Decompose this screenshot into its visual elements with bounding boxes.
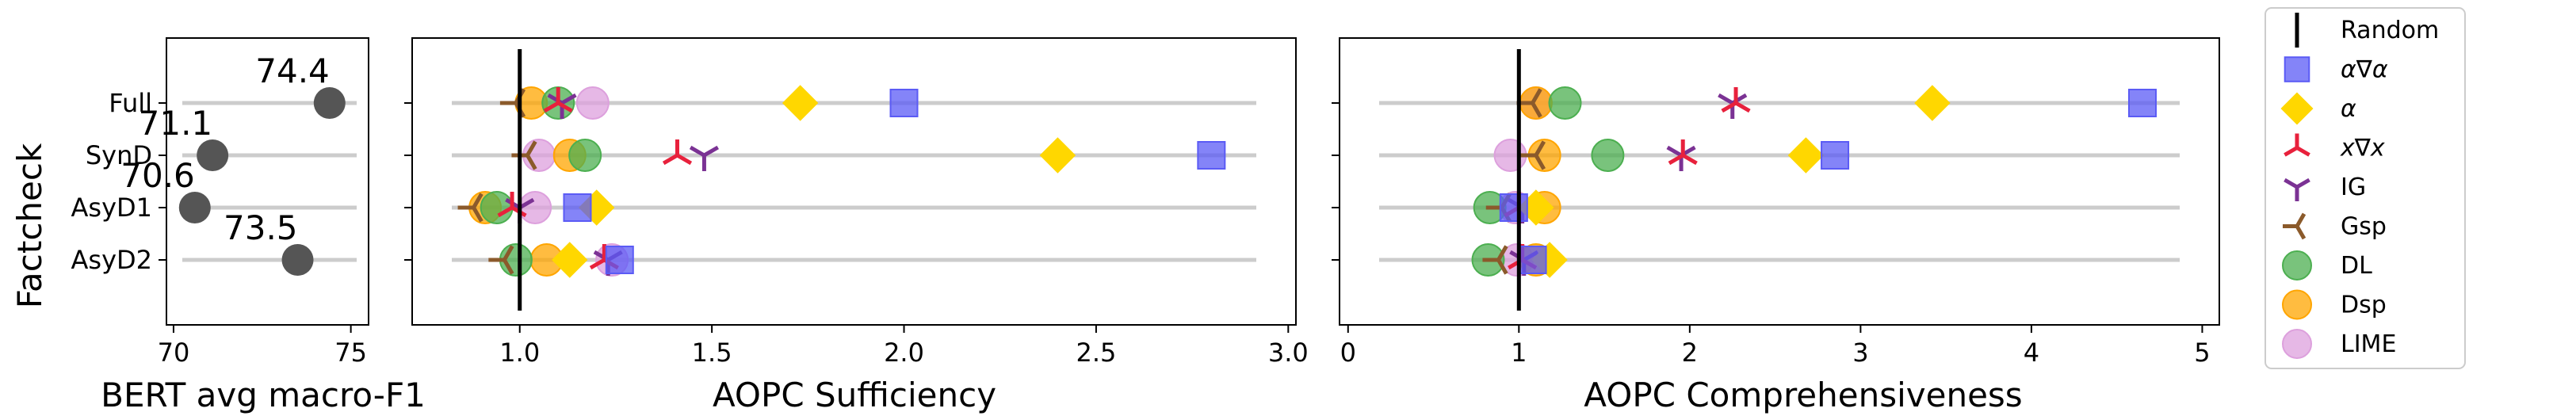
panel3-xtick-label: 2 bbox=[1682, 338, 1698, 368]
bert-data-label: 73.5 bbox=[224, 208, 298, 247]
legend: Random α∇α α x∇x IG Gsp DL Dsp LIME bbox=[2265, 7, 2466, 369]
panel3-xtick-label: 1 bbox=[1511, 338, 1527, 368]
panel3-point-DL bbox=[1591, 139, 1625, 172]
legend-marker-a bbox=[2280, 92, 2314, 125]
bert-point bbox=[313, 87, 346, 119]
legend-label-aga: α∇α bbox=[2341, 56, 2388, 84]
panel3-point-aga bbox=[1518, 246, 1547, 274]
panel2-frame bbox=[411, 37, 1297, 326]
panel3-point-xgx bbox=[1721, 87, 1751, 113]
bert-data-label: 71.1 bbox=[139, 104, 213, 143]
panel2-xlabel: AOPC Sufficiency bbox=[713, 376, 996, 414]
sufficiency-panel: AOPC Sufficiency 1.0 1.5 2.0 2.5 3.0 bbox=[404, 37, 1309, 414]
panel2-point-xgx bbox=[543, 87, 573, 113]
legend-marker-DL bbox=[2282, 250, 2312, 281]
panel2-point-IG bbox=[689, 145, 720, 171]
legend-label-Dsp: Dsp bbox=[2341, 292, 2387, 319]
panel2-point-DL bbox=[568, 139, 602, 172]
panel2-xtick-label: 1.0 bbox=[499, 338, 540, 368]
legend-marker-xgx bbox=[2284, 133, 2310, 157]
panel2-xtick-label: 2.0 bbox=[884, 338, 924, 368]
legend-label-DL: DL bbox=[2341, 252, 2372, 280]
panel3-point-aga bbox=[2128, 89, 2157, 117]
panel3-xtick-label: 5 bbox=[2194, 338, 2210, 368]
legend-marker-LIME bbox=[2282, 329, 2312, 359]
panel3-point-a bbox=[1787, 137, 1825, 174]
panel1-xlabel: BERT avg macro-F1 bbox=[101, 376, 426, 414]
panel2-point-aga bbox=[605, 246, 634, 274]
bert-data-label: 74.4 bbox=[255, 52, 330, 90]
bert-point bbox=[281, 244, 314, 276]
panel2-xtick-label: 1.5 bbox=[692, 338, 732, 368]
panel2-point-LIME bbox=[575, 86, 610, 120]
legend-marker-IG bbox=[2284, 177, 2310, 201]
panel2-point-DL bbox=[480, 191, 514, 224]
panel1-xtick-label: 70 bbox=[158, 338, 190, 368]
legend-label-Random: Random bbox=[2341, 17, 2439, 44]
panel2-point-LIME bbox=[518, 191, 552, 224]
legend-label-IG: IG bbox=[2341, 174, 2366, 201]
legend-box bbox=[2265, 7, 2466, 369]
panel2-point-a bbox=[1039, 137, 1076, 174]
panel2-xtick-label: 2.5 bbox=[1076, 338, 1116, 368]
legend-label-xgx: x∇x bbox=[2340, 135, 2385, 162]
panel2-xtick-label: 3.0 bbox=[1268, 338, 1309, 368]
panel1-ylabel: Factcheck bbox=[10, 143, 49, 308]
panel2-point-Gsp bbox=[488, 245, 514, 275]
panel3-frame bbox=[1339, 37, 2220, 326]
panel1-frame bbox=[166, 37, 369, 326]
legend-label-LIME: LIME bbox=[2341, 330, 2396, 358]
panel2-point-a bbox=[782, 85, 819, 121]
panel2-point-Gsp bbox=[457, 193, 483, 223]
panel3-point-aga bbox=[1499, 193, 1528, 222]
panel3-point-Gsp bbox=[1482, 245, 1508, 275]
bert-f1-panel: Factcheck BERT avg macro-F1 Full SynD AsyD… bbox=[10, 37, 426, 414]
comprehensiveness-panel: AOPC Comprehensiveness 0 1 2 3 4 5 bbox=[1332, 37, 2220, 414]
panel1-ytick-label: AsyD2 bbox=[71, 245, 153, 275]
panel3-point-DL bbox=[1548, 86, 1582, 120]
panel2-point-a bbox=[552, 242, 588, 278]
legend-marker-aga bbox=[2284, 56, 2310, 82]
panel2-point-aga bbox=[1197, 141, 1226, 170]
panel1-ytick-label: Full bbox=[109, 88, 152, 118]
bert-data-label: 70.6 bbox=[120, 156, 195, 195]
panel3-point-a bbox=[1914, 85, 1951, 121]
panel3-xtick-label: 0 bbox=[1340, 338, 1356, 368]
bert-point bbox=[197, 139, 229, 171]
panel3-point-xgx bbox=[1668, 139, 1698, 166]
panel2-point-aga bbox=[889, 89, 919, 117]
legend-marker-Gsp bbox=[2283, 212, 2307, 240]
panel3-xtick-label: 3 bbox=[1852, 338, 1868, 368]
legend-label-Gsp: Gsp bbox=[2341, 213, 2387, 241]
panel3-point-aga bbox=[1821, 141, 1850, 170]
panel2-point-xgx bbox=[662, 139, 693, 166]
panel3-point-Gsp bbox=[1519, 140, 1546, 170]
panel1-ytick-label: SynD bbox=[86, 140, 152, 170]
panel2-point-aga bbox=[563, 193, 592, 222]
legend-label-a: α bbox=[2341, 95, 2356, 123]
panel3-xlabel: AOPC Comprehensiveness bbox=[1584, 376, 2022, 414]
panel3-xtick-label: 4 bbox=[2024, 338, 2039, 368]
legend-marker-Dsp bbox=[2282, 289, 2312, 320]
panel1-ytick-label: AsyD1 bbox=[71, 193, 153, 223]
bert-point bbox=[178, 192, 211, 223]
panel1-xtick-label: 75 bbox=[334, 338, 367, 368]
